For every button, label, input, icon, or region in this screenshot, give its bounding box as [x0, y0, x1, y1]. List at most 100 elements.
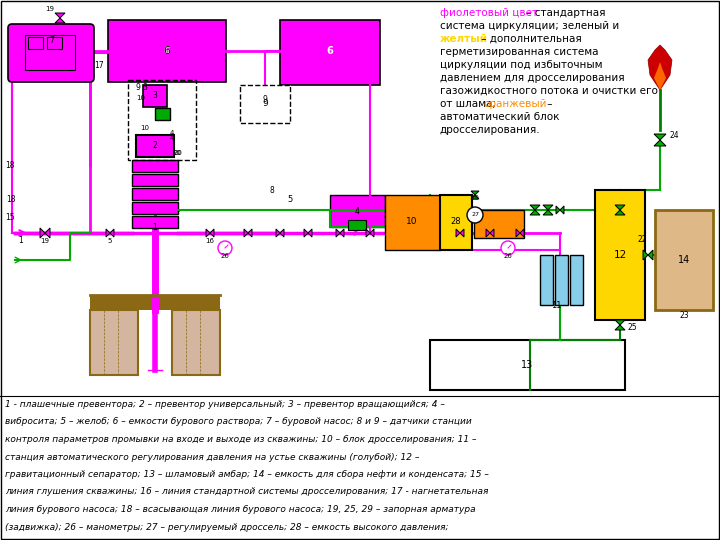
Polygon shape	[654, 134, 666, 140]
Polygon shape	[543, 210, 553, 215]
Bar	[90, 310, 138, 375]
Polygon shape	[654, 62, 666, 90]
Polygon shape	[55, 13, 65, 18]
Text: фиолетовый цвет: фиолетовый цвет	[440, 8, 538, 18]
Text: от шлама;: от шлама;	[440, 99, 499, 109]
Text: 26: 26	[503, 253, 513, 259]
Text: гравитационный сепаратор; 13 – шламовый амбар; 14 – емкость для сбора нефти и ко: гравитационный сепаратор; 13 – шламовый …	[5, 470, 489, 479]
Text: 11: 11	[551, 301, 562, 310]
Polygon shape	[490, 229, 494, 237]
Text: 16: 16	[205, 238, 215, 244]
Polygon shape	[460, 229, 464, 237]
Bar	[555, 255, 568, 305]
Polygon shape	[615, 320, 625, 325]
Text: оранжевый: оранжевый	[483, 99, 546, 109]
Text: 20: 20	[173, 150, 182, 156]
Text: автоматический блок: автоматический блок	[440, 112, 559, 122]
Text: 24: 24	[670, 131, 680, 140]
Bar	[595, 190, 645, 320]
Text: 8: 8	[270, 186, 275, 195]
Text: 19: 19	[40, 238, 50, 244]
Text: 4: 4	[170, 130, 174, 136]
Text: 12: 12	[613, 250, 626, 260]
Text: 9: 9	[262, 99, 268, 109]
Text: 9: 9	[136, 83, 141, 92]
Polygon shape	[248, 229, 252, 237]
Polygon shape	[106, 229, 110, 237]
Polygon shape	[615, 205, 625, 210]
Bar	[570, 255, 583, 305]
Bar	[143, 85, 167, 107]
Text: система циркуляции; зеленый и: система циркуляции; зеленый и	[440, 21, 619, 31]
Text: 1: 1	[18, 236, 23, 245]
Text: 29: 29	[471, 195, 480, 201]
Text: линия бурового насоса; 18 – всасывающая линия бурового насоса; 19, 25, 29 – запо: линия бурового насоса; 18 – всасывающая …	[5, 505, 476, 514]
Bar	[240, 85, 290, 123]
Text: 5: 5	[287, 195, 292, 204]
Text: 6: 6	[327, 46, 333, 56]
Polygon shape	[648, 45, 672, 90]
Text: 27: 27	[471, 213, 479, 218]
Circle shape	[467, 207, 483, 223]
Text: 7: 7	[50, 36, 55, 45]
Text: 6: 6	[163, 46, 171, 56]
Polygon shape	[530, 205, 540, 210]
Bar	[25, 35, 75, 70]
Text: (задвижка); 26 – манометры; 27 – регулируемый дроссель; 28 – емкость высокого да: (задвижка); 26 – манометры; 27 – регулир…	[5, 523, 449, 531]
Circle shape	[501, 241, 515, 255]
Text: 18: 18	[6, 195, 16, 205]
Text: 4: 4	[170, 135, 174, 141]
Text: станция автоматического регулирования давления на устье скважины (голубой); 12 –: станция автоматического регулирования да…	[5, 453, 419, 462]
Bar	[172, 310, 220, 375]
Bar	[540, 255, 553, 305]
Bar	[385, 195, 440, 250]
Text: линия глушения скважины; 16 – линия стандартной системы дросселирования; 17 - на: линия глушения скважины; 16 – линия стан…	[5, 488, 488, 496]
Polygon shape	[520, 229, 524, 237]
Bar	[90, 295, 220, 310]
Polygon shape	[471, 195, 479, 199]
Bar	[47, 37, 62, 49]
Text: 10: 10	[136, 95, 145, 101]
Polygon shape	[643, 250, 648, 260]
Text: контроля параметров промывки на входе и выходе из скважины; 10 – блок дросселиро: контроля параметров промывки на входе и …	[5, 435, 477, 444]
Polygon shape	[471, 191, 479, 195]
Bar	[136, 135, 174, 157]
Bar	[132, 160, 178, 172]
Polygon shape	[543, 205, 553, 210]
Polygon shape	[304, 229, 308, 237]
Text: 2: 2	[153, 141, 158, 151]
Text: 10: 10	[406, 218, 418, 226]
Text: 3: 3	[143, 84, 148, 92]
Bar	[430, 340, 625, 390]
Polygon shape	[654, 140, 666, 146]
Polygon shape	[244, 229, 248, 237]
Text: циркуляции под избыточным: циркуляции под избыточным	[440, 60, 603, 70]
Polygon shape	[615, 325, 625, 330]
Text: желтый: желтый	[440, 34, 488, 44]
Bar	[348, 220, 366, 230]
Polygon shape	[280, 229, 284, 237]
Polygon shape	[648, 250, 653, 260]
FancyBboxPatch shape	[8, 24, 94, 82]
Text: дросселирования.: дросселирования.	[440, 125, 541, 135]
Polygon shape	[55, 18, 65, 23]
Polygon shape	[308, 229, 312, 237]
Polygon shape	[560, 206, 564, 214]
Text: 18: 18	[5, 160, 14, 170]
Polygon shape	[45, 228, 50, 238]
Bar	[132, 188, 178, 200]
Polygon shape	[366, 229, 370, 237]
Polygon shape	[276, 229, 280, 237]
Text: вибросита; 5 – желоб; 6 – емкости бурового раствора; 7 – буровой насос; 8 и 9 – : вибросита; 5 – желоб; 6 – емкости бурово…	[5, 417, 472, 427]
Bar	[655, 210, 713, 310]
Text: 4: 4	[354, 206, 359, 215]
Text: – стандартная: – стандартная	[523, 8, 606, 18]
Text: 23: 23	[679, 310, 689, 320]
Bar	[440, 195, 472, 250]
Bar	[155, 108, 170, 120]
Text: 1: 1	[153, 224, 158, 233]
Text: газожидкостного потока и очистки его: газожидкостного потока и очистки его	[440, 86, 658, 96]
Text: 17: 17	[94, 61, 104, 70]
Text: – дополнительная: – дополнительная	[478, 34, 582, 44]
Bar	[280, 20, 380, 85]
